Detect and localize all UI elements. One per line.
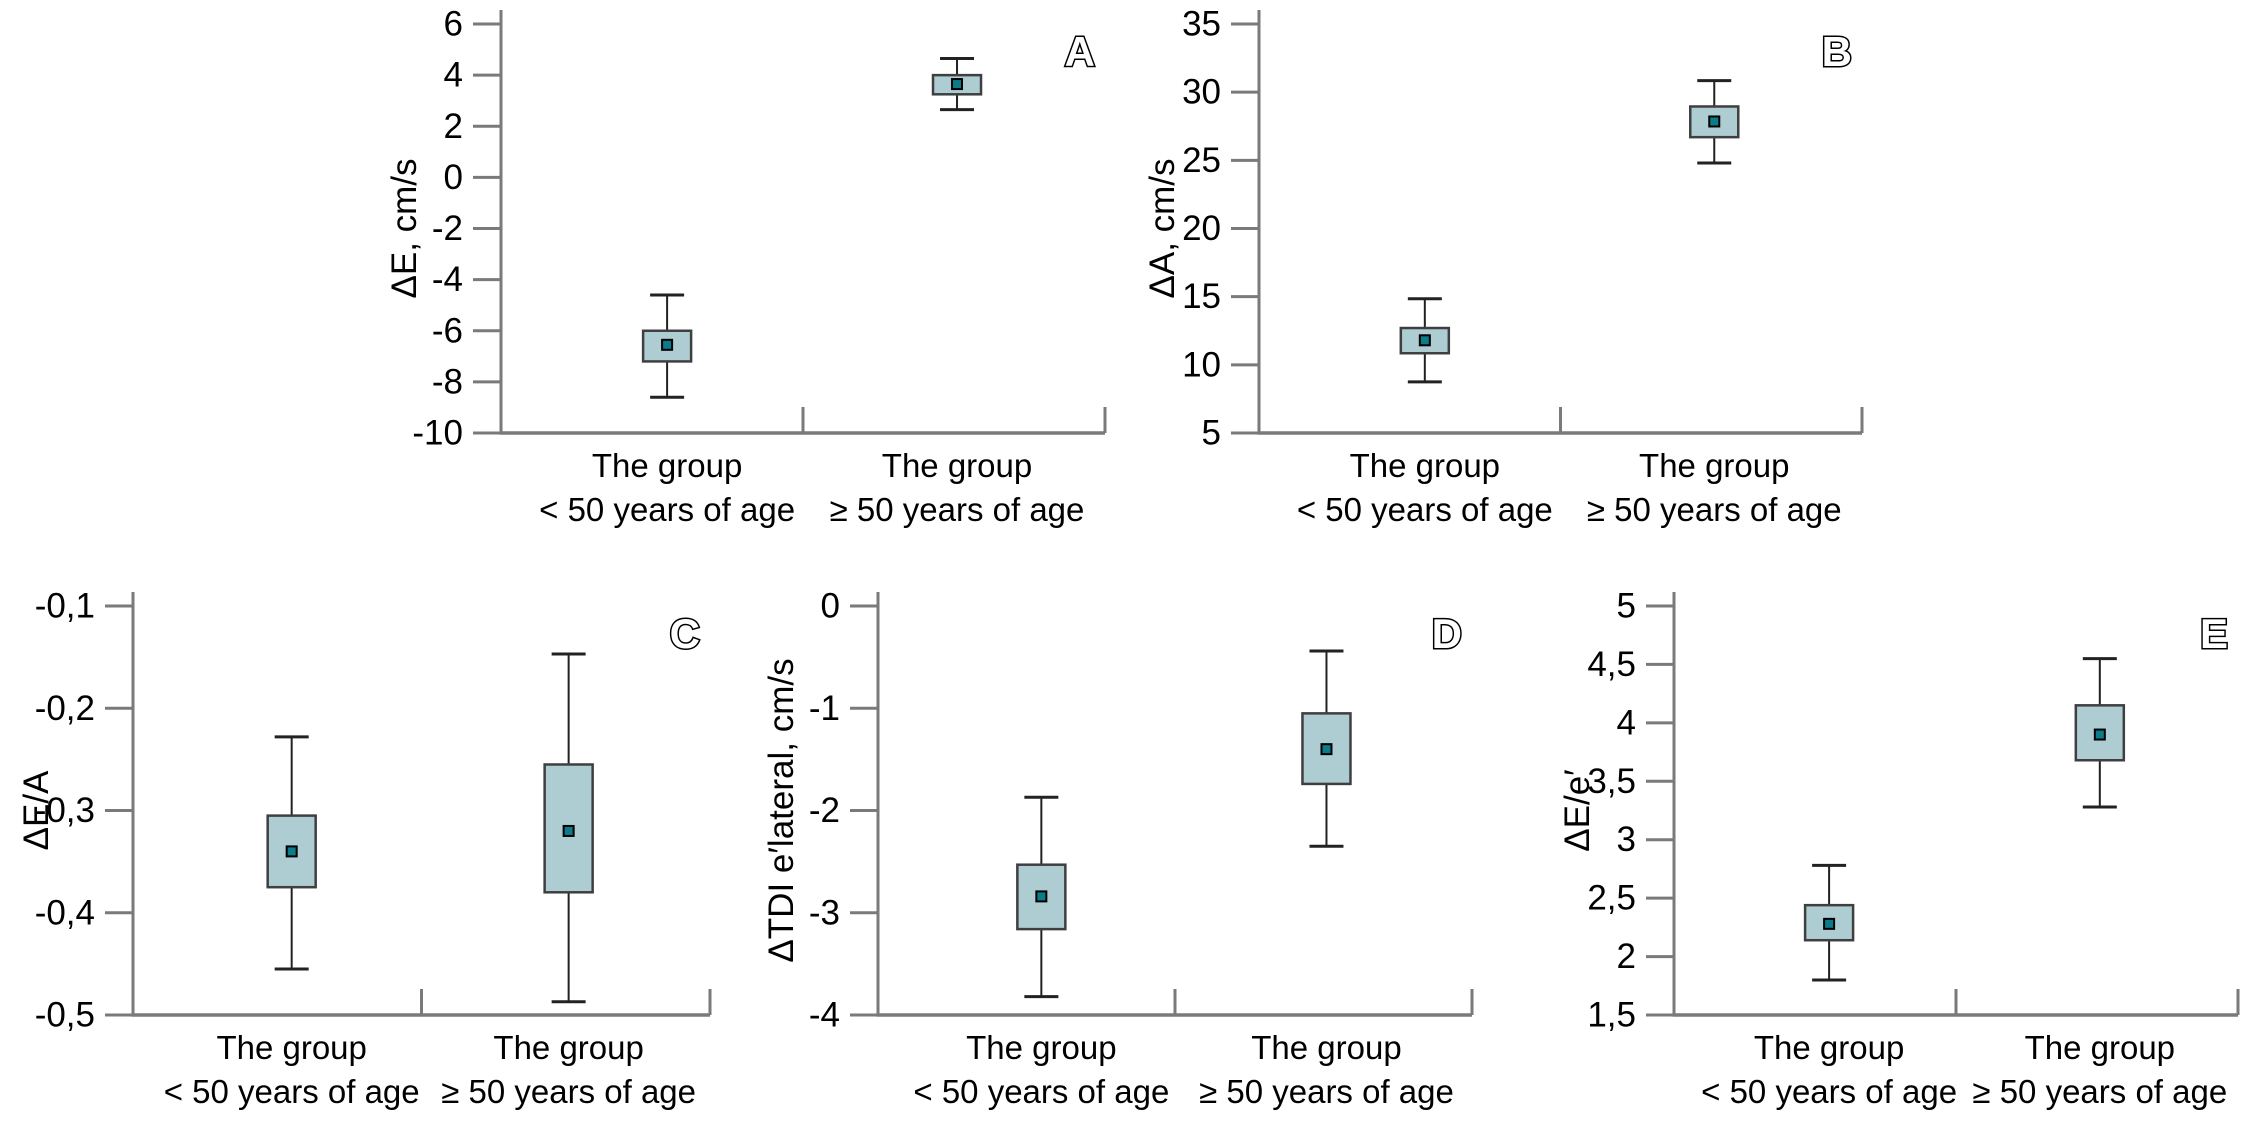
category-label-line2: < 50 years of age bbox=[539, 491, 795, 528]
category-label-line1: The group bbox=[216, 1029, 366, 1066]
panel-letter: B bbox=[1822, 28, 1852, 75]
category-label-line1: The group bbox=[1639, 447, 1789, 484]
category-label-line1: The group bbox=[592, 447, 742, 484]
y-tick-label: 0 bbox=[444, 158, 463, 197]
center-marker bbox=[1823, 917, 1836, 930]
y-tick-label: 4 bbox=[444, 56, 463, 95]
boxplot-panel-C: -0,1 -0,2 -0,3 -0,4 -0,5 ΔE/A C The group < 50 y… bbox=[17, 587, 712, 1110]
center-marker bbox=[2093, 728, 2106, 741]
y-tick-label: -10 bbox=[412, 414, 463, 453]
center-marker bbox=[562, 824, 575, 837]
center-marker bbox=[661, 338, 674, 351]
y-tick-label: -3 bbox=[809, 893, 840, 932]
y-tick-label: 30 bbox=[1182, 73, 1221, 112]
category-label-line2: ≥ 50 years of age bbox=[1972, 1073, 2227, 1110]
y-tick-label: -4 bbox=[809, 996, 840, 1035]
category-label-line1: The group bbox=[1350, 447, 1500, 484]
y-tick-label: 15 bbox=[1182, 277, 1221, 316]
boxplot-panel-A: 6 4 2 0 -2 -4 -6 -8 -10 ΔE, cm/s A The group < 50 ye… bbox=[385, 5, 1107, 528]
y-axis-title: ΔA, cm/s bbox=[1143, 158, 1182, 298]
y-tick-label: 5 bbox=[1617, 587, 1636, 626]
y-tick-label: 20 bbox=[1182, 209, 1221, 248]
y-tick-label: 1,5 bbox=[1587, 996, 1636, 1035]
center-marker bbox=[285, 845, 298, 858]
y-tick-label: -8 bbox=[432, 362, 463, 401]
y-axis-title: ΔTDI e′lateral, cm/s bbox=[762, 658, 801, 962]
y-tick-label: 0 bbox=[821, 587, 840, 626]
y-tick-label: -0,2 bbox=[35, 689, 95, 728]
y-tick-label: 2 bbox=[1617, 937, 1636, 976]
y-axis-title: ΔE/e′ bbox=[1558, 769, 1597, 851]
y-tick-label: -0,1 bbox=[35, 587, 95, 626]
category-label-line2: < 50 years of age bbox=[164, 1073, 420, 1110]
y-tick-label: -1 bbox=[809, 689, 840, 728]
y-tick-label: 3 bbox=[1617, 820, 1636, 859]
panel-letter: C bbox=[670, 610, 700, 657]
center-marker bbox=[1708, 115, 1721, 128]
panel-letter: E bbox=[2200, 610, 2228, 657]
y-tick-label: -0,5 bbox=[35, 996, 95, 1035]
y-tick-label: -2 bbox=[809, 791, 840, 830]
y-tick-label: 3,5 bbox=[1587, 762, 1636, 801]
category-label-line1: The group bbox=[1754, 1029, 1904, 1066]
y-tick-label: 5 bbox=[1202, 414, 1221, 453]
category-label-line2: ≥ 50 years of age bbox=[1587, 491, 1842, 528]
iqr-box bbox=[543, 763, 594, 894]
category-label-line2: ≥ 50 years of age bbox=[830, 491, 1085, 528]
center-marker bbox=[1035, 890, 1048, 903]
category-label-line1: The group bbox=[493, 1029, 643, 1066]
y-tick-label: 6 bbox=[444, 5, 463, 44]
category-label-line2: < 50 years of age bbox=[1701, 1073, 1957, 1110]
panel-letter: D bbox=[1432, 610, 1462, 657]
y-tick-label: 2 bbox=[444, 107, 463, 146]
boxplot-panel-E: 5 4,5 4 3,5 3 2,5 2 1,5 ΔE/e′ E The group < 50 year… bbox=[1558, 587, 2240, 1110]
center-marker bbox=[951, 78, 964, 91]
y-tick-label: -4 bbox=[432, 260, 463, 299]
y-tick-label: 4 bbox=[1617, 703, 1636, 742]
y-tick-label: 35 bbox=[1182, 5, 1221, 44]
boxplot-panel-B: 35 30 25 20 15 10 5 ΔA, cm/s B The group < 50 year… bbox=[1143, 5, 1864, 528]
y-tick-label: 2,5 bbox=[1587, 879, 1636, 918]
y-tick-label: -6 bbox=[432, 311, 463, 350]
y-axis-title: ΔE/A bbox=[17, 770, 56, 850]
y-tick-label: 10 bbox=[1182, 345, 1221, 384]
category-label-line2: ≥ 50 years of age bbox=[1199, 1073, 1454, 1110]
y-tick-label: -2 bbox=[432, 209, 463, 248]
y-tick-label: -0,4 bbox=[35, 893, 95, 932]
y-tick-label: -0,3 bbox=[35, 791, 95, 830]
y-tick-label: 4,5 bbox=[1587, 645, 1636, 684]
category-label-line1: The group bbox=[966, 1029, 1116, 1066]
category-label-line1: The group bbox=[1251, 1029, 1401, 1066]
category-label-line1: The group bbox=[2025, 1029, 2175, 1066]
category-label-line2: ≥ 50 years of age bbox=[441, 1073, 696, 1110]
category-label-line1: The group bbox=[882, 447, 1032, 484]
center-marker bbox=[1418, 334, 1431, 347]
category-label-line2: < 50 years of age bbox=[1297, 491, 1553, 528]
panel-letter: A bbox=[1065, 28, 1095, 75]
category-label-line2: < 50 years of age bbox=[913, 1073, 1169, 1110]
center-marker bbox=[1320, 743, 1333, 756]
y-axis-title: ΔE, cm/s bbox=[385, 158, 424, 298]
y-tick-label: 25 bbox=[1182, 141, 1221, 180]
